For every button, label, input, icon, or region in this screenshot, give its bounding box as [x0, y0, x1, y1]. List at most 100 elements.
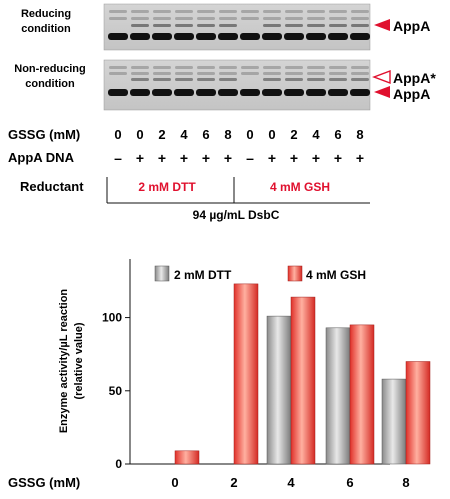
gel-band [262, 89, 282, 96]
x-tick-label: 8 [402, 475, 409, 490]
y-axis-label-line2: (relative value) [73, 322, 85, 399]
y-tick-label: 100 [102, 311, 122, 325]
gssg-value: 4 [180, 127, 188, 142]
dna-value: – [246, 150, 254, 166]
gel-band [285, 78, 303, 81]
gel-band [328, 33, 348, 40]
gel-band [153, 66, 171, 69]
legend-swatch-gsh [287, 265, 303, 282]
gel-band [307, 10, 325, 13]
bar-chart: 0 50 100 0 2 4 6 8 GSSG (mM) Enzyme activity/µ… [8, 259, 431, 490]
x-tick-label: 6 [346, 475, 353, 490]
gel-band [329, 72, 347, 75]
gel-band [219, 24, 237, 27]
gel-band [284, 33, 304, 40]
gel-band [131, 24, 149, 27]
gel-band [263, 78, 281, 81]
gel-band [219, 17, 237, 20]
bar-dtt-8 [381, 378, 407, 465]
nonreducing-label-line1: Non-reducing [14, 63, 86, 75]
gel-band [328, 89, 348, 96]
gel-band [263, 72, 281, 75]
gel-band [351, 17, 369, 20]
reductant-row-label: Reductant [20, 179, 84, 194]
gel-band [241, 66, 259, 69]
gssg-value: 0 [136, 127, 143, 142]
gel-band [219, 72, 237, 75]
gel-band [174, 33, 194, 40]
gel-band [351, 78, 369, 81]
gel-band [285, 24, 303, 27]
gel-band [329, 78, 347, 81]
x-tick-label: 2 [230, 475, 237, 490]
gel-band [131, 72, 149, 75]
band-label-appa-star: AppA* [393, 70, 436, 86]
gel-band [307, 17, 325, 20]
gel-band [285, 10, 303, 13]
gel-band [197, 17, 215, 20]
gel-band [329, 66, 347, 69]
gel-band [130, 33, 150, 40]
legend-swatch-dtt [154, 265, 170, 282]
gel-band [307, 66, 325, 69]
gel-band [351, 10, 369, 13]
gel-band [240, 89, 260, 96]
gel-band [197, 78, 215, 81]
gel-band [197, 72, 215, 75]
gel-band [307, 24, 325, 27]
gel-band [241, 17, 259, 20]
dna-value: + [224, 150, 232, 166]
x-axis-label: GSSG (mM) [8, 475, 80, 490]
gel-band [263, 10, 281, 13]
gel-band [175, 66, 193, 69]
gel-band [306, 89, 326, 96]
gel-band [351, 24, 369, 27]
gel-band [153, 78, 171, 81]
reducing-label-line1: Reducing [21, 8, 71, 20]
gel-band [175, 24, 193, 27]
gel-band [350, 33, 370, 40]
gel-band [351, 66, 369, 69]
gel-band [131, 78, 149, 81]
gel-band [108, 89, 128, 96]
bar-gsh-6 [349, 324, 375, 465]
gssg-row-label: GSSG (mM) [8, 127, 80, 142]
nonreducing-gel [103, 59, 371, 111]
reductant-gsh: 4 mM GSH [270, 180, 330, 194]
gel-band [153, 24, 171, 27]
gel-band [131, 66, 149, 69]
bar-gsh-4 [290, 296, 316, 465]
dna-row-label: AppA DNA [8, 150, 75, 165]
gel-band [306, 33, 326, 40]
gssg-value: 6 [334, 127, 341, 142]
gel-band [307, 78, 325, 81]
gssg-value: 0 [114, 127, 121, 142]
appa-arrow-icon-2 [374, 86, 390, 98]
dsbc-label: 94 µg/mL DsbC [193, 208, 280, 222]
gel-band [285, 66, 303, 69]
gel-band [109, 17, 127, 20]
gel-band [351, 72, 369, 75]
gel-band [329, 24, 347, 27]
x-tick-label: 0 [171, 475, 178, 490]
gel-band [131, 10, 149, 13]
gel-band [175, 72, 193, 75]
gel-band [218, 89, 238, 96]
legend-label-dtt: 2 mM DTT [174, 268, 232, 282]
gel-band [175, 17, 193, 20]
gel-band [175, 78, 193, 81]
gel-band [109, 66, 127, 69]
gel-band [219, 10, 237, 13]
gel-band [196, 89, 216, 96]
gel-band [108, 33, 128, 40]
gssg-value: 4 [312, 127, 320, 142]
gel-band [152, 33, 172, 40]
reductant-dtt: 2 mM DTT [138, 180, 196, 194]
gssg-value: 0 [268, 127, 275, 142]
dna-value: + [202, 150, 210, 166]
gel-band [130, 89, 150, 96]
dna-value: – [114, 150, 122, 166]
dna-value: + [136, 150, 144, 166]
gssg-value: 6 [202, 127, 209, 142]
dna-value: + [312, 150, 320, 166]
